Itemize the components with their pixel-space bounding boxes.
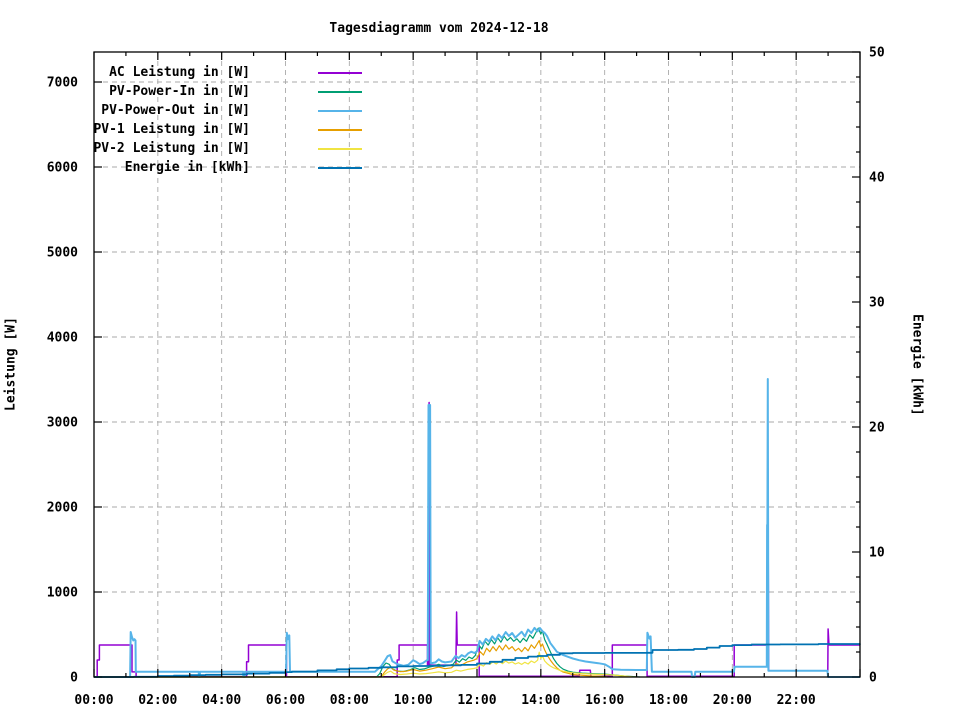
svg-text:1000: 1000	[47, 586, 78, 601]
legend-line-sample	[318, 148, 362, 150]
svg-text:20:00: 20:00	[713, 693, 752, 708]
chart-title: Tagesdiagramm vom 2024-12-18	[329, 21, 549, 36]
legend-label: Energie in [kWh]	[124, 160, 250, 175]
svg-text:14:00: 14:00	[521, 693, 560, 708]
svg-text:08:00: 08:00	[330, 693, 369, 708]
svg-text:0: 0	[70, 671, 78, 686]
svg-text:3000: 3000	[47, 416, 78, 431]
svg-text:7000: 7000	[47, 76, 78, 91]
legend-line-sample	[318, 72, 362, 74]
legend-line-sample	[318, 167, 362, 169]
svg-text:12:00: 12:00	[457, 693, 496, 708]
svg-text:18:00: 18:00	[649, 693, 688, 708]
svg-text:02:00: 02:00	[138, 693, 177, 708]
svg-text:6000: 6000	[47, 161, 78, 176]
legend-label: PV-Power-In in [W]	[109, 84, 250, 99]
legend-line-sample	[318, 91, 362, 93]
legend-label: PV-2 Leistung in [W]	[93, 141, 250, 156]
right-axis-label: Energie [kWh]	[909, 313, 925, 416]
svg-text:5000: 5000	[47, 246, 78, 261]
svg-text:50: 50	[869, 46, 885, 61]
legend-line-sample	[318, 129, 362, 131]
svg-text:22:00: 22:00	[777, 693, 816, 708]
svg-text:40: 40	[869, 171, 885, 186]
svg-text:04:00: 04:00	[202, 693, 241, 708]
svg-text:16:00: 16:00	[585, 693, 624, 708]
svg-text:30: 30	[869, 296, 885, 311]
legend-label: AC Leistung in [W]	[109, 65, 250, 80]
svg-text:00:00: 00:00	[74, 693, 113, 708]
legend-label: PV-Power-Out in [W]	[101, 103, 250, 118]
svg-text:06:00: 06:00	[266, 693, 305, 708]
svg-text:4000: 4000	[47, 331, 78, 346]
svg-text:0: 0	[869, 671, 877, 686]
svg-text:10: 10	[869, 546, 885, 561]
legend-label: PV-1 Leistung in [W]	[93, 122, 250, 137]
legend-line-sample	[318, 110, 362, 112]
svg-text:20: 20	[869, 421, 885, 436]
svg-text:2000: 2000	[47, 501, 78, 516]
svg-text:10:00: 10:00	[394, 693, 433, 708]
